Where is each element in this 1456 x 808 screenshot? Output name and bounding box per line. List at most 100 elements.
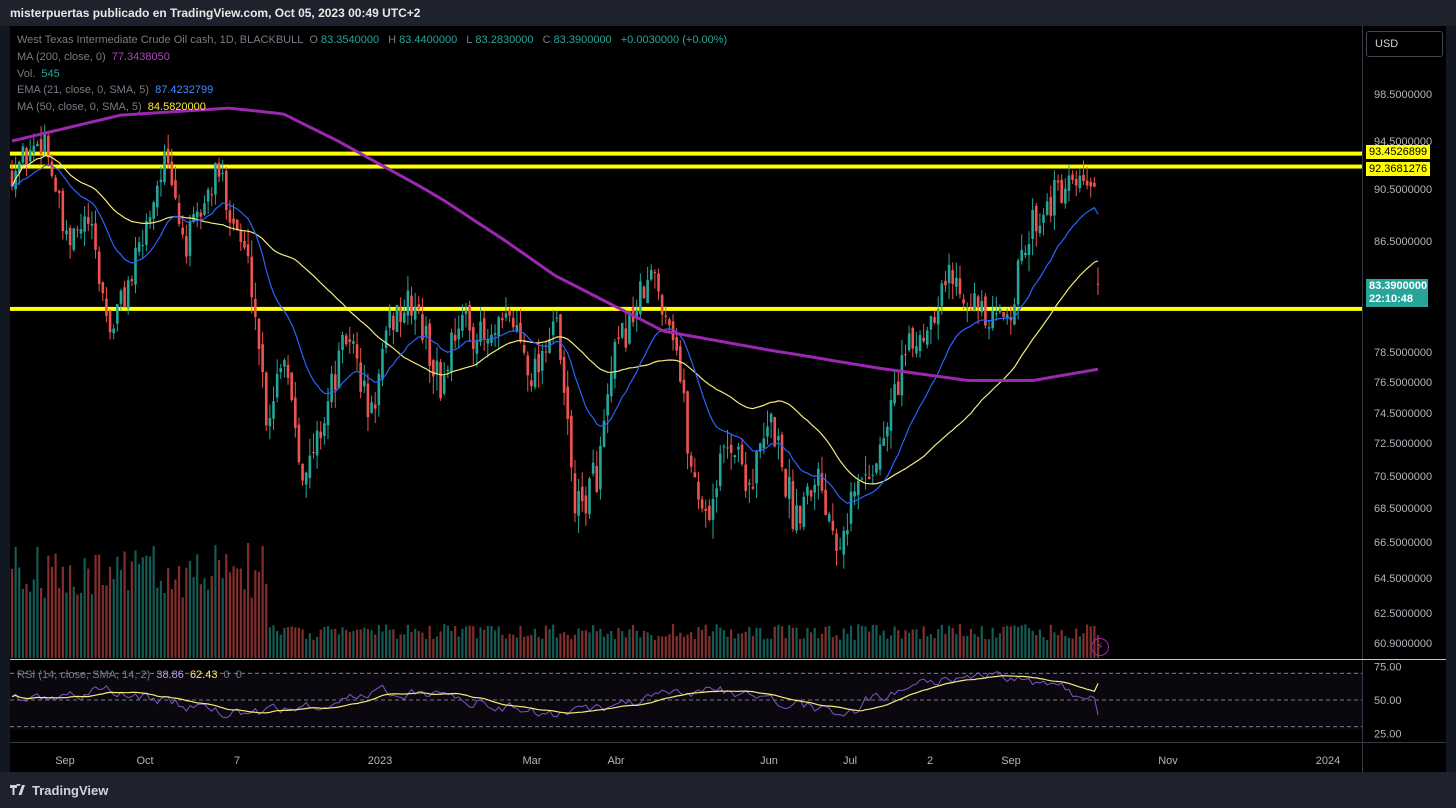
volume-bar	[359, 629, 362, 658]
candle-body	[424, 325, 428, 336]
volume-bar	[352, 630, 355, 658]
candle-body	[751, 486, 755, 489]
volume-bar	[385, 624, 388, 658]
volume-bar	[523, 636, 526, 658]
chart-svg[interactable]: 98.500000094.500000090.500000086.5000000…	[10, 26, 1446, 772]
candle-body	[32, 145, 36, 154]
volume-bar	[236, 568, 239, 658]
volume-bar	[428, 625, 431, 658]
volume-bar	[969, 628, 972, 658]
volume-bar	[286, 627, 290, 658]
footer-bar: TradingView	[0, 772, 1456, 808]
candle-body	[493, 333, 497, 336]
volume-bar	[588, 632, 591, 658]
volume-bar	[297, 627, 301, 658]
candle-body	[1031, 209, 1034, 239]
volume-bar	[657, 635, 660, 658]
tradingview-logo-icon	[10, 784, 25, 795]
candle-body	[570, 415, 573, 468]
candle-body	[595, 466, 599, 492]
candle-body	[126, 280, 130, 309]
volume-bar	[784, 638, 787, 658]
candles	[10, 124, 1100, 569]
candle-body	[511, 317, 515, 328]
candle-body	[1016, 260, 1020, 305]
volume-bar	[257, 571, 261, 658]
candle-body	[1082, 174, 1085, 181]
volume-bar	[421, 632, 424, 658]
volume-bar	[508, 633, 511, 658]
candle-body	[217, 163, 221, 177]
candle-body	[864, 474, 867, 476]
price-tick-label: 74.5000000	[1374, 408, 1432, 420]
candle-body	[675, 337, 678, 351]
candle-body	[1074, 178, 1078, 186]
volume-bar	[72, 586, 75, 658]
legend-ma50-value: 84.5820000	[147, 101, 206, 113]
bar-countdown: 22:10:48	[1369, 293, 1414, 305]
volume-bar	[239, 568, 242, 658]
legend-volume[interactable]: Vol. 545	[17, 68, 63, 80]
price-tick-label: 68.5000000	[1374, 503, 1432, 515]
candle-body	[155, 185, 159, 208]
legend-ma200[interactable]: MA (200, close, 0) 77.3438050	[17, 51, 173, 63]
candle-body	[166, 148, 170, 164]
candle-body	[577, 491, 580, 516]
price-tick-label: 60.9000000	[1374, 638, 1432, 650]
candle-body	[188, 221, 192, 256]
legend-vol-value: 545	[41, 68, 60, 80]
volume-bars	[10, 543, 1100, 658]
tradingview-logo[interactable]: TradingView	[10, 783, 108, 798]
candle-body	[112, 328, 115, 334]
volume-bar	[908, 632, 911, 658]
candle-body	[402, 312, 406, 323]
volume-bar	[276, 630, 279, 658]
volume-bar	[958, 624, 962, 658]
volume-bar	[479, 627, 482, 658]
volume-bar	[432, 638, 435, 658]
volume-bar	[806, 628, 809, 658]
volume-bar	[991, 627, 994, 658]
candle-body	[315, 430, 319, 456]
legend-ema21[interactable]: EMA (21, close, 0, SMA, 5) 87.4232799	[17, 84, 216, 96]
candle-body	[337, 350, 341, 389]
candle-body	[831, 520, 835, 531]
legend-rsi-ma-value: 62.43	[189, 669, 218, 681]
candle-body	[1049, 197, 1053, 216]
legend-ma50[interactable]: MA (50, close, 0, SMA, 5) 84.5820000	[17, 101, 209, 113]
volume-bar	[1078, 636, 1081, 658]
legend-change: +0.0030000 (+0.00%)	[620, 34, 728, 46]
candle-body	[1060, 179, 1063, 204]
candle-body	[373, 404, 377, 409]
volume-bar	[54, 553, 57, 658]
candle-body	[65, 230, 68, 235]
volume-bar	[530, 635, 533, 658]
legend-rsi[interactable]: RSI (14, close, SMA, 14, 2) 38.86 62.43 …	[17, 669, 245, 681]
volume-bar	[272, 625, 275, 658]
volume-bar	[337, 634, 340, 658]
last-price-value: 83.3900000	[1369, 280, 1428, 292]
lightning-icon[interactable]: ⚡	[1091, 638, 1109, 656]
candle-body	[363, 380, 366, 387]
currency-button[interactable]: USD	[1366, 31, 1443, 57]
candle-body	[286, 364, 290, 378]
legend-ma50-label: MA (50, close, 0, SMA, 5)	[17, 101, 142, 113]
candle-body	[809, 490, 813, 497]
candle-body	[958, 278, 962, 295]
volume-bar	[1089, 626, 1092, 658]
candle-body	[163, 151, 166, 183]
candle-body	[806, 486, 809, 496]
chart-area[interactable]: 98.5000000 94.5000000 90.5000000 86.5000000…	[10, 26, 1446, 772]
candle-body	[1027, 244, 1031, 256]
candle-body	[141, 245, 145, 247]
candle-body	[297, 424, 301, 463]
volume-bar	[167, 568, 170, 658]
volume-bar	[130, 561, 133, 658]
candle-body	[90, 223, 94, 226]
candle-body	[203, 203, 206, 216]
volume-bar	[1020, 625, 1023, 658]
volume-bar	[577, 628, 580, 658]
price-tick-label: 86.5000000	[1374, 236, 1432, 248]
volume-bar	[32, 579, 35, 658]
volume-bar	[664, 636, 667, 658]
